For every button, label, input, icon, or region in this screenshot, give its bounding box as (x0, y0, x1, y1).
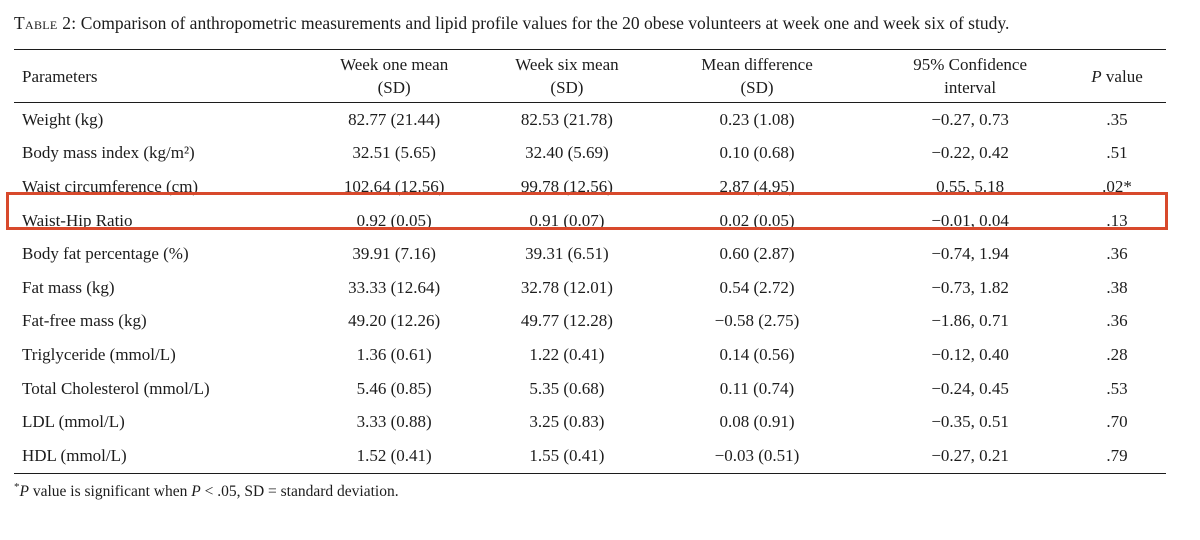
cell-parameter: Fat-free mass (kg) (22, 311, 147, 331)
cell-p-value: .36 (1106, 244, 1128, 264)
table-row-bmi: Body mass index (kg/m²) 32.51 (5.65) 32.… (14, 137, 1166, 171)
cell-mean-difference: 0.23 (1.08) (719, 109, 795, 129)
cell-week-one: 102.64 (12.56) (343, 176, 445, 196)
table-caption-text: Comparison of anthropometric measurement… (76, 13, 1010, 33)
cell-confidence-interval: 0.55, 5.18 (936, 176, 1005, 196)
col-header-p-value: P value (1091, 66, 1143, 86)
cell-parameter: HDL (mmol/L) (22, 445, 127, 465)
cell-mean-difference: 0.10 (0.68) (719, 143, 795, 163)
table-row-ldl: LDL (mmol/L) 3.33 (0.88) 3.25 (0.83) 0.0… (14, 405, 1166, 439)
cell-parameter: Body fat percentage (%) (22, 244, 189, 264)
table-row-waist-circumference: Waist circumference (cm) 102.64 (12.56) … (14, 170, 1166, 204)
cell-mean-difference: 0.11 (0.74) (719, 378, 795, 398)
cell-confidence-interval: −0.24, 0.45 (931, 378, 1009, 398)
cell-week-one: 1.36 (0.61) (356, 344, 432, 364)
table-row-fat-mass: Fat mass (kg) 33.33 (12.64) 32.78 (12.01… (14, 271, 1166, 305)
table-caption: Table 2: Comparison of anthropometric me… (0, 0, 1200, 36)
cell-week-one: 3.33 (0.88) (356, 412, 432, 432)
data-table: Parameters Week one mean (SD) Week six me… (14, 49, 1166, 474)
cell-parameter: Body mass index (kg/m²) (22, 143, 195, 163)
cell-confidence-interval: −0.22, 0.42 (931, 143, 1009, 163)
cell-parameter: Weight (kg) (22, 109, 104, 129)
cell-p-value: .79 (1106, 445, 1128, 465)
cell-week-one: 33.33 (12.64) (348, 277, 441, 297)
cell-p-value: .13 (1106, 210, 1128, 230)
cell-mean-difference: −0.58 (2.75) (714, 311, 800, 331)
cell-p-value: .70 (1106, 412, 1128, 432)
cell-week-six: 3.25 (0.83) (529, 412, 605, 432)
cell-week-one: 1.52 (0.41) (356, 445, 432, 465)
cell-parameter: Waist circumference (cm) (22, 176, 199, 196)
cell-confidence-interval: −0.73, 1.82 (931, 277, 1009, 297)
table-row-waist-hip-ratio: Waist-Hip Ratio 0.92 (0.05) 0.91 (0.07) … (14, 204, 1166, 238)
cell-confidence-interval: −0.27, 0.73 (931, 109, 1009, 129)
cell-confidence-interval: −0.27, 0.21 (931, 445, 1009, 465)
cell-week-six: 1.55 (0.41) (529, 445, 605, 465)
cell-mean-difference: −0.03 (0.51) (714, 445, 800, 465)
col-header-parameters: Parameters (22, 66, 98, 86)
cell-p-value: .38 (1106, 277, 1128, 297)
col-header-week-six-mean: Week six mean (SD) (515, 55, 619, 97)
cell-week-six: 32.40 (5.69) (525, 143, 609, 163)
cell-week-one: 49.20 (12.26) (348, 311, 441, 331)
col-header-week-one-mean: Week one mean (SD) (340, 55, 449, 97)
cell-week-six: 5.35 (0.68) (529, 378, 605, 398)
cell-mean-difference: 2.87 (4.95) (719, 176, 795, 196)
cell-mean-difference: 0.14 (0.56) (719, 344, 795, 364)
table-row-weight: Weight (kg) 82.77 (21.44) 82.53 (21.78) … (14, 103, 1166, 137)
cell-week-six: 32.78 (12.01) (520, 277, 613, 297)
cell-week-six: 82.53 (21.78) (520, 109, 613, 129)
cell-p-value: .02* (1102, 176, 1132, 196)
table-row-body-fat-percentage: Body fat percentage (%) 39.91 (7.16) 39.… (14, 237, 1166, 271)
cell-p-value: .35 (1106, 109, 1128, 129)
cell-week-one: 0.92 (0.05) (356, 210, 432, 230)
cell-parameter: Triglyceride (mmol/L) (22, 344, 176, 364)
cell-week-six: 39.31 (6.51) (525, 244, 609, 264)
footnote: *P value is significant when P < .05, SD… (14, 480, 399, 500)
cell-week-six: 1.22 (0.41) (529, 344, 605, 364)
cell-p-value: .36 (1106, 311, 1128, 331)
cell-p-value: .28 (1106, 344, 1128, 364)
cell-confidence-interval: −0.74, 1.94 (931, 244, 1009, 264)
cell-parameter: LDL (mmol/L) (22, 412, 125, 432)
cell-p-value: .51 (1106, 143, 1128, 163)
cell-confidence-interval: −0.01, 0.04 (931, 210, 1009, 230)
table-row-total-cholesterol: Total Cholesterol (mmol/L) 5.46 (0.85) 5… (14, 372, 1166, 406)
col-header-mean-difference: Mean difference (SD) (701, 55, 813, 97)
header-row: Parameters Week one mean (SD) Week six me… (14, 50, 1166, 103)
cell-p-value: .53 (1106, 378, 1128, 398)
cell-week-one: 32.51 (5.65) (352, 143, 436, 163)
cell-week-one: 82.77 (21.44) (348, 109, 441, 129)
cell-confidence-interval: −0.35, 0.51 (931, 412, 1009, 432)
footnote-asterisk: * (14, 480, 20, 493)
cell-mean-difference: 0.08 (0.91) (719, 412, 795, 432)
cell-mean-difference: 0.54 (2.72) (719, 277, 795, 297)
cell-parameter: Total Cholesterol (mmol/L) (22, 378, 210, 398)
cell-week-one: 39.91 (7.16) (352, 244, 436, 264)
table-caption-label: Table 2: (14, 13, 77, 33)
col-header-confidence-interval: 95% Confidence interval (913, 55, 1027, 97)
cell-week-one: 5.46 (0.85) (356, 378, 432, 398)
cell-mean-difference: 0.02 (0.05) (719, 210, 795, 230)
cell-parameter: Waist-Hip Ratio (22, 210, 133, 230)
cell-confidence-interval: −0.12, 0.40 (931, 344, 1009, 364)
table-row-triglyceride: Triglyceride (mmol/L) 1.36 (0.61) 1.22 (… (14, 338, 1166, 372)
cell-confidence-interval: −1.86, 0.71 (931, 311, 1009, 331)
cell-week-six: 99.78 (12.56) (520, 176, 613, 196)
cell-mean-difference: 0.60 (2.87) (719, 244, 795, 264)
cell-week-six: 0.91 (0.07) (529, 210, 605, 230)
cell-parameter: Fat mass (kg) (22, 277, 115, 297)
table-row-hdl: HDL (mmol/L) 1.52 (0.41) 1.55 (0.41) −0.… (14, 439, 1166, 473)
cell-week-six: 49.77 (12.28) (520, 311, 613, 331)
table-row-fat-free-mass: Fat-free mass (kg) 49.20 (12.26) 49.77 (… (14, 305, 1166, 339)
